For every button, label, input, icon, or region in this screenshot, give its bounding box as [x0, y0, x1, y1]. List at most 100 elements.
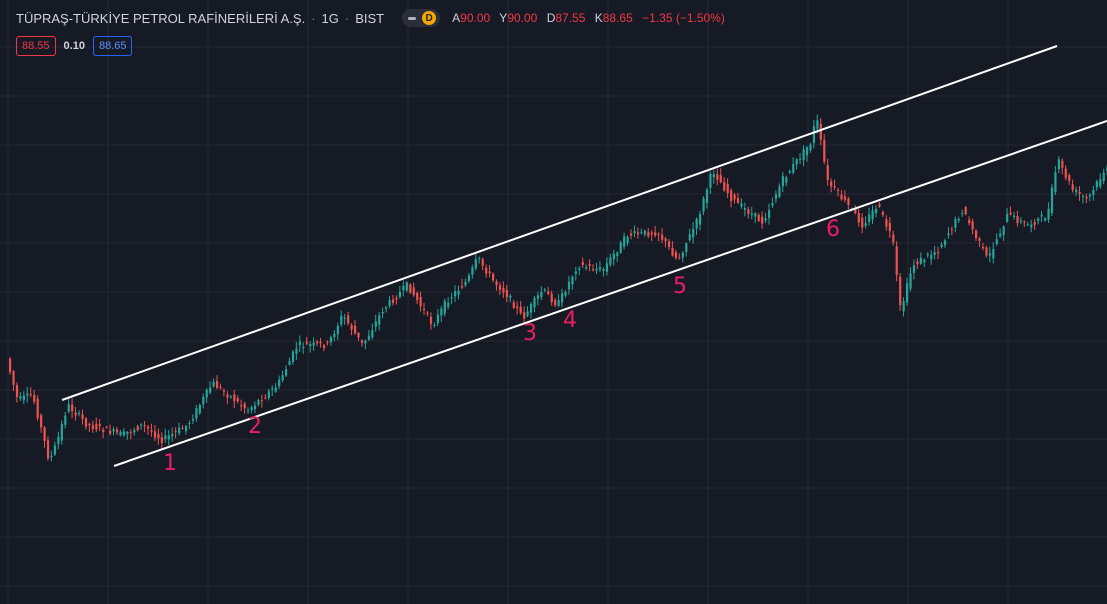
candle-body [498, 285, 502, 290]
candle-body [171, 433, 174, 437]
candle-body [112, 429, 115, 432]
candle-body [961, 213, 964, 215]
candle-body [674, 252, 678, 258]
candle-body [702, 198, 705, 212]
candle-body [1002, 226, 1005, 235]
candle-body [485, 267, 488, 274]
candle-body [640, 231, 643, 233]
candle-body [319, 341, 322, 344]
sell-price-button[interactable]: 88.55 [16, 36, 56, 56]
timeframe-label[interactable]: 1G [321, 10, 339, 26]
candle-body [795, 159, 798, 165]
candle-body [1068, 175, 1071, 182]
candle-body [1050, 187, 1054, 214]
candle-body [626, 236, 629, 243]
candle-body [885, 219, 888, 227]
candle-body [157, 434, 160, 439]
candle-body [426, 312, 429, 314]
candle-body [864, 223, 867, 226]
candle-body [478, 258, 481, 260]
candle-body [481, 259, 484, 266]
candle-body [388, 300, 391, 306]
candle-body [309, 344, 312, 346]
candle-body [543, 289, 546, 291]
candle-body [792, 164, 795, 173]
change-value: −1.35 (−1.50%) [642, 11, 725, 25]
candle-body [71, 404, 74, 412]
symbol-title[interactable]: TÜPRAŞ-TÜRKİYE PETROL RAFİNERİLERİ A.Ş. [16, 10, 306, 26]
candle-body [205, 389, 208, 398]
candle-body [354, 325, 357, 334]
candle-body [571, 276, 574, 285]
open-value: 90.00 [460, 11, 491, 25]
candle-body [226, 394, 229, 398]
candle-body [236, 398, 239, 402]
candle-body [133, 430, 136, 433]
candle-body [964, 207, 967, 215]
candle-body [467, 275, 471, 282]
candle-body [609, 257, 612, 265]
trend-channel[interactable] [61, 45, 1107, 467]
candle-body [847, 198, 850, 205]
candle-body [681, 252, 684, 258]
candle-body [322, 345, 326, 349]
candle-body [405, 282, 408, 291]
candle-body [1044, 218, 1047, 221]
candle-body [529, 303, 533, 313]
candle-body [398, 291, 402, 298]
candle-body [253, 405, 257, 409]
candle-body [888, 222, 891, 232]
candle-body [64, 415, 67, 425]
candle-body [160, 437, 163, 443]
candle-body [574, 271, 577, 274]
candle-body [57, 436, 60, 445]
candle-body [281, 375, 284, 381]
candle-body [1033, 222, 1036, 225]
candle-body [557, 300, 560, 306]
candle-body [371, 330, 374, 338]
channel-upper-line[interactable] [61, 45, 1058, 401]
candle-body [267, 391, 270, 398]
quote-row: 88.55 0.10 88.65 [16, 36, 133, 56]
candle-body [523, 312, 526, 319]
candle-body [233, 394, 236, 402]
candle-body [1012, 215, 1016, 218]
low-label: D [546, 11, 556, 25]
candle-body [285, 369, 288, 376]
candle-body [1009, 212, 1012, 215]
candle-body [1102, 172, 1105, 182]
candle-body [391, 299, 395, 303]
candle-body [619, 242, 622, 253]
candle-body [109, 430, 112, 434]
channel-lower-line[interactable] [113, 120, 1107, 467]
candle-body [1095, 181, 1098, 188]
candle-body [454, 291, 457, 297]
candle-body [243, 403, 246, 409]
candle-body [509, 295, 512, 298]
candle-body [1081, 195, 1085, 197]
candle-body [526, 311, 529, 316]
candle-body [750, 213, 753, 215]
candle-body [1099, 179, 1102, 187]
candle-body [705, 189, 709, 203]
candle-body [381, 312, 384, 314]
candle-body [726, 183, 729, 194]
candle-body [219, 386, 222, 388]
candle-body [40, 415, 43, 428]
candle-body [540, 291, 543, 297]
candle-body [395, 297, 398, 300]
minus-icon [408, 16, 417, 20]
candle-body [336, 325, 339, 335]
candle-body [954, 219, 957, 228]
candle-body [105, 427, 108, 429]
candle-body [975, 230, 978, 239]
candle-body [1092, 190, 1095, 195]
candle-body [809, 144, 812, 151]
candle-body [316, 341, 319, 344]
candle-body [53, 445, 57, 455]
buy-price-button[interactable]: 88.65 [92, 36, 133, 56]
data-delay-toggle[interactable]: D [402, 9, 441, 27]
candle-body [1026, 224, 1029, 226]
candle-body [1030, 224, 1033, 228]
